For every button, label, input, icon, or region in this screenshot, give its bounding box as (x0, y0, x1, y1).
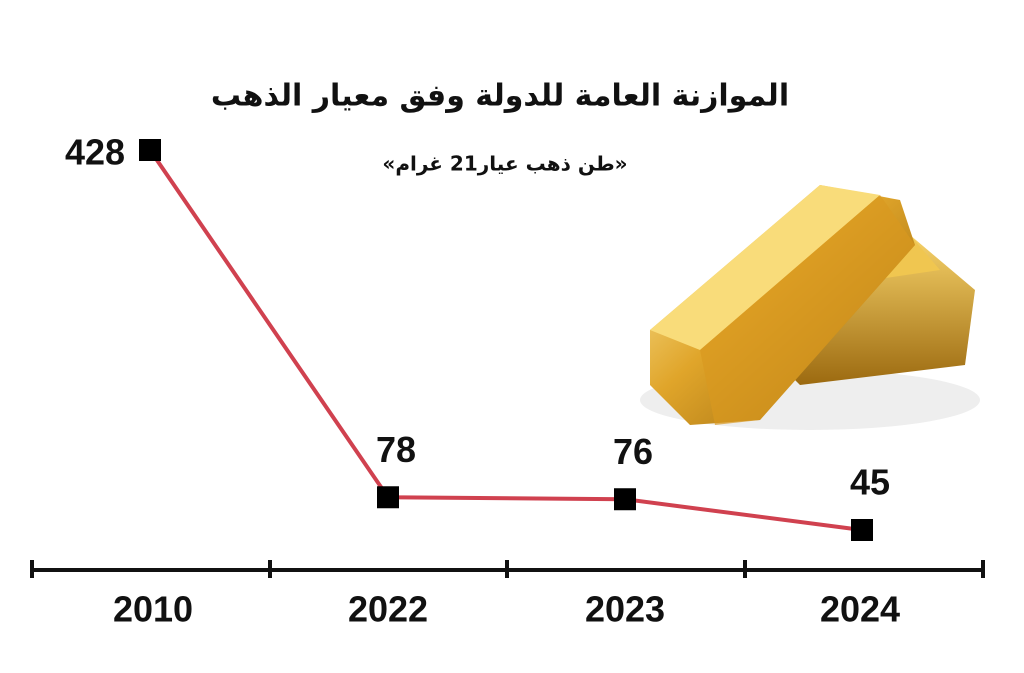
chart-title: الموازنة العامة للدولة وفق معيار الذهب (211, 79, 789, 114)
x-axis (30, 560, 985, 578)
marker (139, 139, 161, 161)
x-tick-label: 2022 (348, 589, 428, 630)
x-tick-label: 2024 (820, 589, 900, 630)
value-label: 76 (613, 431, 653, 472)
gold-bars-illustration (640, 185, 980, 430)
value-label: 428 (65, 132, 125, 173)
chart-subtitle: «طن ذهب عيار21 غرام» (382, 152, 627, 176)
value-label: 45 (850, 462, 890, 503)
x-tick-label: 2023 (585, 589, 665, 630)
marker (851, 519, 873, 541)
value-label: 78 (376, 429, 416, 470)
marker (614, 488, 636, 511)
line (148, 148, 863, 532)
x-tick-label: 2010 (113, 589, 193, 630)
marker (377, 486, 399, 509)
